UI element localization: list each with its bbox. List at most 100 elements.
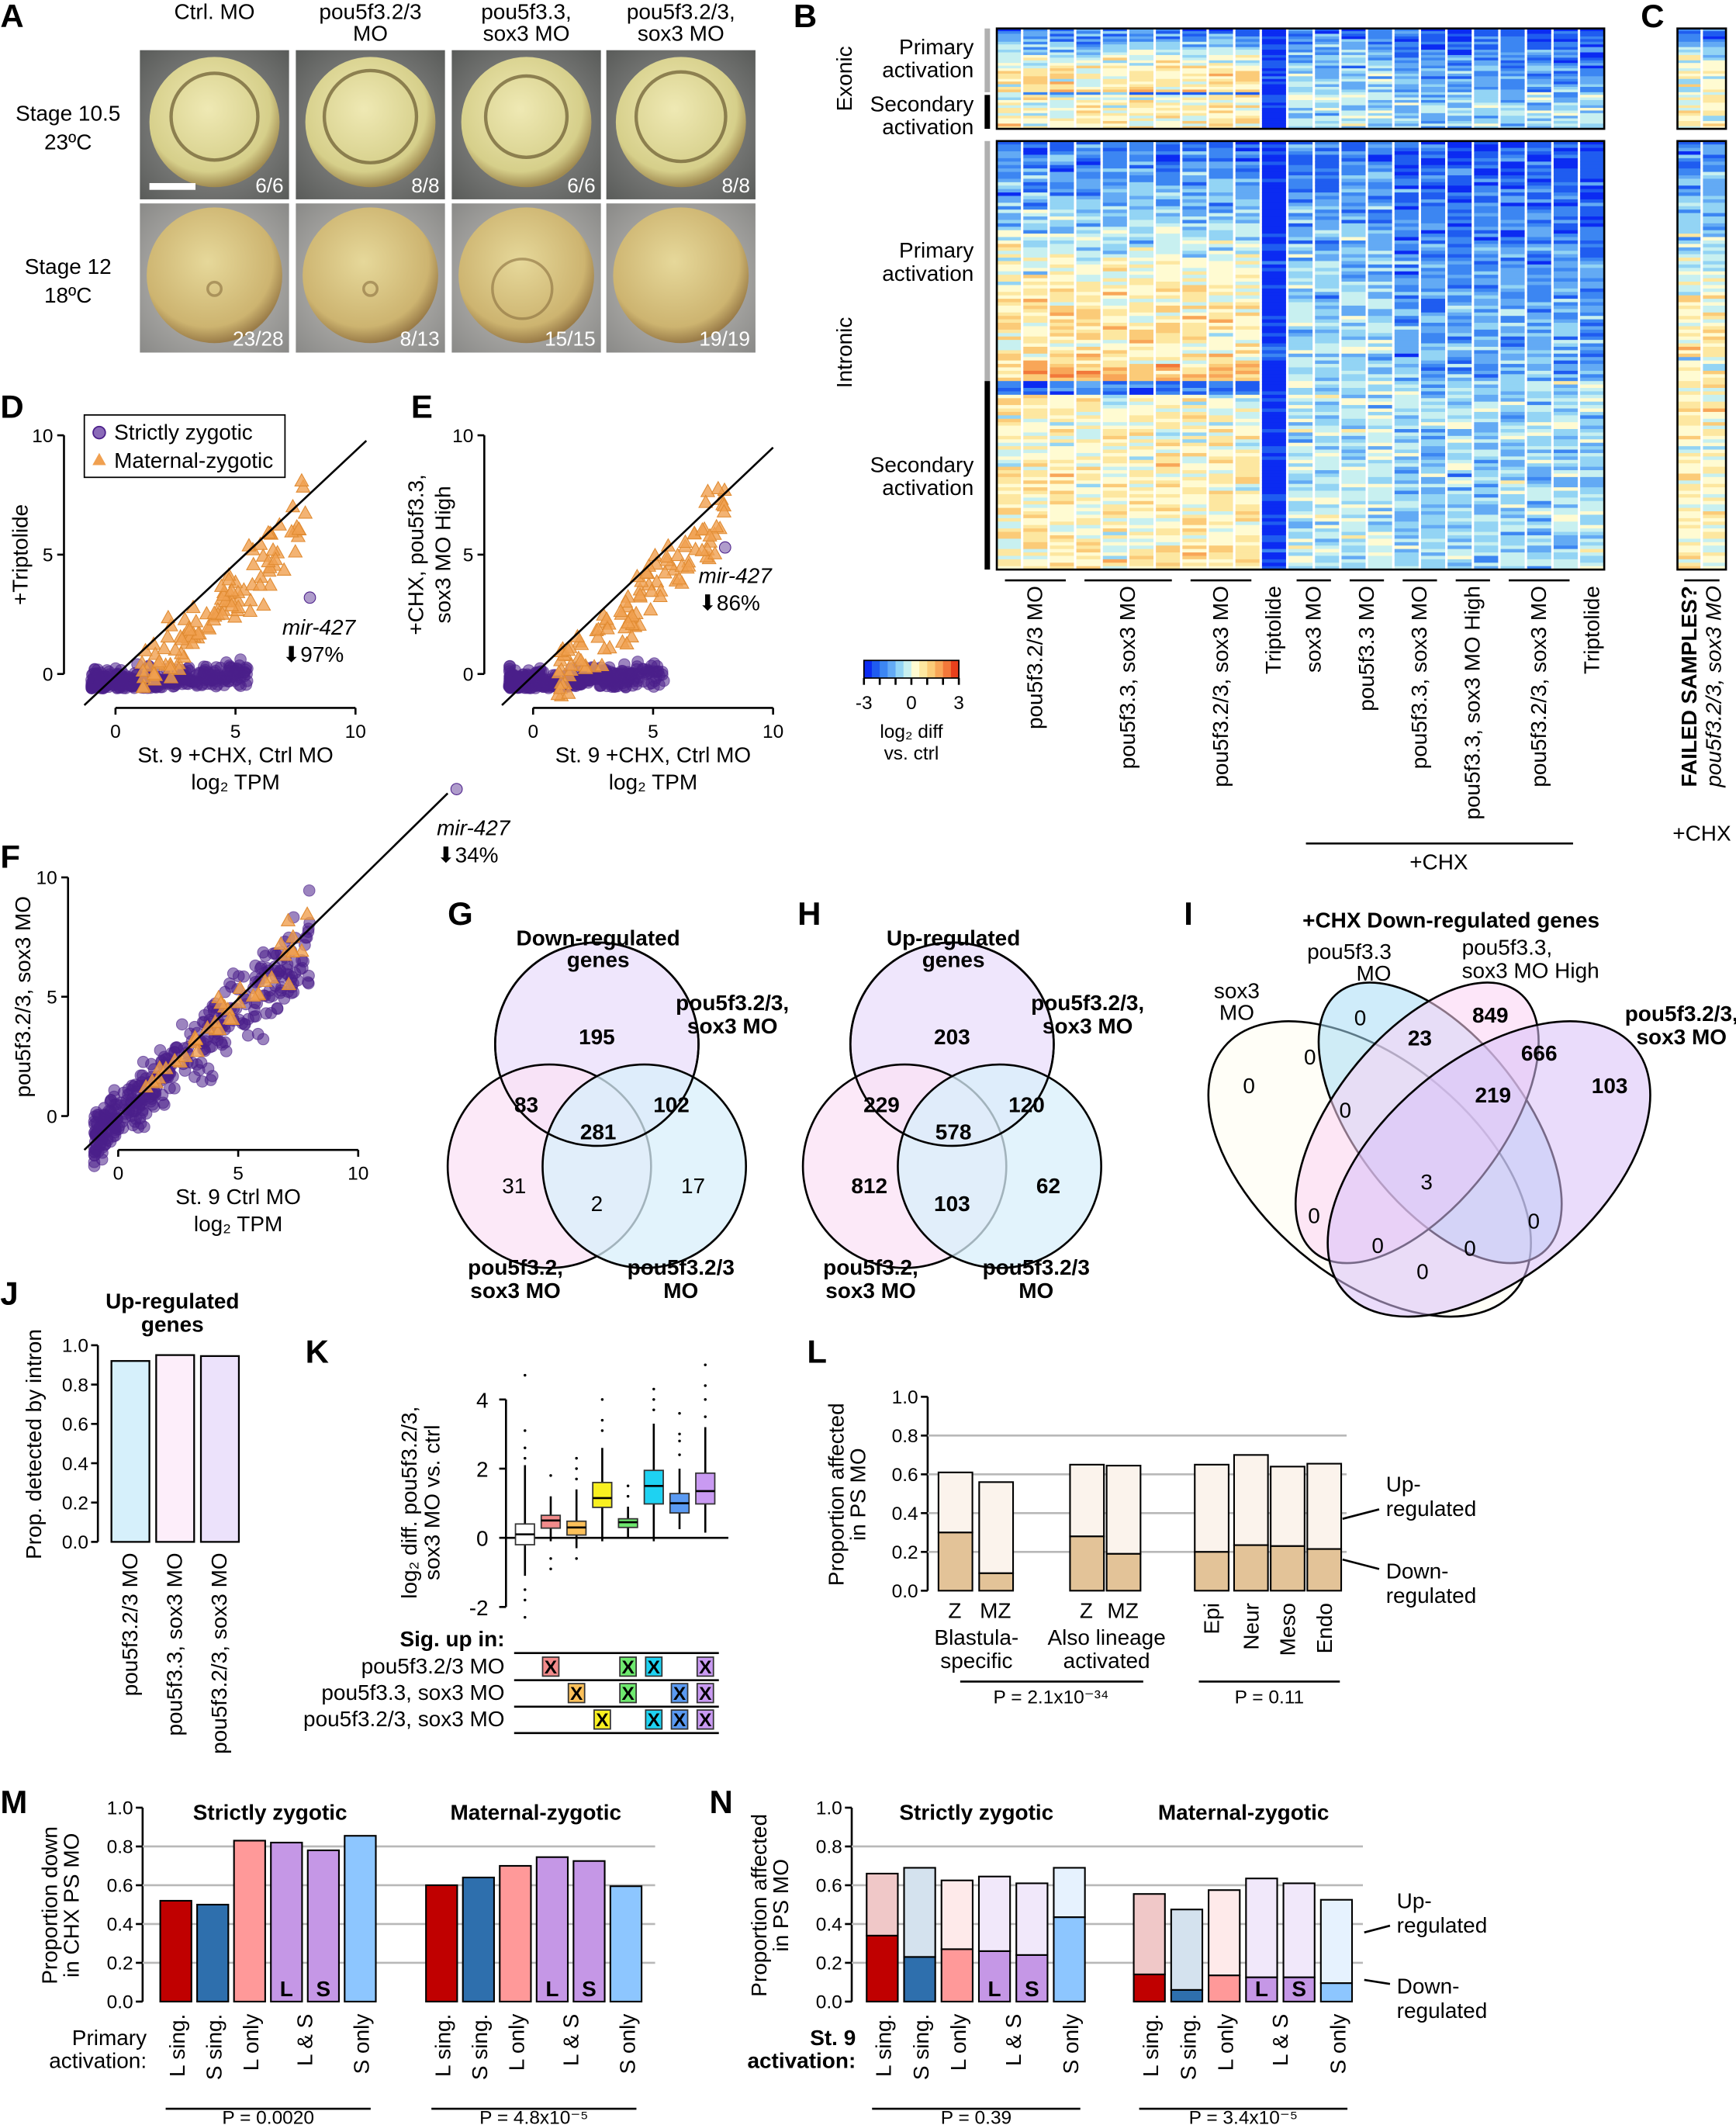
- heatmap-cell: [1447, 60, 1472, 64]
- heatmap-cell: [1050, 171, 1074, 176]
- blastopore-ring: [483, 74, 569, 159]
- heatmap-cell: [1553, 89, 1578, 93]
- heatmap-cell: [997, 285, 1022, 289]
- heatmap-cell: [1315, 432, 1340, 437]
- heatmap-cell: [1235, 504, 1260, 509]
- heatmap-cell: [1703, 401, 1727, 406]
- heatmap-cell: [1447, 411, 1472, 416]
- heatmap-cell: [1341, 57, 1366, 61]
- heatmap-cell: [1368, 381, 1392, 386]
- heatmap-cell: [1156, 364, 1181, 369]
- maternal-zygotic-point: [160, 628, 175, 643]
- heatmap-cell: [1182, 326, 1207, 331]
- heatmap-cell: [1209, 157, 1233, 162]
- heatmap-cell: [1580, 264, 1605, 268]
- heatmap-cell: [1703, 487, 1727, 492]
- heatmap-cell: [1447, 33, 1472, 37]
- heatmap-cell: [1553, 65, 1578, 69]
- heatmap-cell: [1288, 102, 1313, 106]
- heatmap-cell: [997, 504, 1022, 509]
- heatmap-cell: [1129, 154, 1154, 159]
- heatmap-cell: [1288, 116, 1313, 119]
- heatmap-cell: [1209, 388, 1233, 392]
- heatmap-cell: [1235, 68, 1260, 71]
- heatmap-cell: [1209, 185, 1233, 190]
- heatmap-cell: [1368, 147, 1392, 152]
- heatmap-cell: [1553, 463, 1578, 468]
- heatmap-cell: [1527, 264, 1551, 268]
- heatmap-cell: [1474, 422, 1499, 427]
- heatmap-cell: [1580, 323, 1605, 327]
- heatmap-cell: [1500, 456, 1525, 461]
- heatmap-cell: [1102, 110, 1127, 114]
- heatmap-cell: [1420, 374, 1446, 379]
- heatmap-cell: [1341, 405, 1366, 410]
- heatmap-cell: [1527, 521, 1551, 526]
- heatmap-cell: [1341, 87, 1366, 90]
- heatmap-cell: [1023, 78, 1048, 82]
- heatmap-cell: [1023, 323, 1048, 327]
- heatmap-cell: [1023, 275, 1048, 279]
- heatmap-cell: [1420, 415, 1446, 420]
- heatmap-cell: [1677, 71, 1701, 74]
- heatmap-cell: [1420, 360, 1446, 365]
- heatmap-cell: [997, 63, 1022, 67]
- heatmap-cell: [1447, 497, 1472, 502]
- heatmap-cell: [1341, 490, 1366, 495]
- heatmap-cell: [1182, 108, 1207, 111]
- heatmap-cell: [1703, 92, 1727, 95]
- heatmap-cell: [1420, 490, 1446, 495]
- heatmap-cell: [1500, 507, 1525, 512]
- heatmap-cell: [1420, 33, 1446, 37]
- column-header: sox3 MO: [483, 21, 570, 45]
- heatmap-cell: [1394, 199, 1419, 203]
- column-header: pou5f3.2/3,: [627, 0, 735, 23]
- heatmap-cell: [1474, 500, 1499, 505]
- heatmap-cell: [1447, 374, 1472, 379]
- heatmap-cell: [1023, 44, 1048, 48]
- heatmap-cell: [1677, 432, 1701, 437]
- heatmap-cell: [1315, 54, 1340, 58]
- heatmap-cell: [1394, 312, 1419, 317]
- heatmap-cell: [1129, 364, 1154, 369]
- heatmap-cell: [1677, 105, 1701, 109]
- heatmap-cell: [1368, 446, 1392, 451]
- heatmap-cell: [1394, 147, 1419, 152]
- heatmap-cell: [1023, 528, 1048, 533]
- heatmap-cell: [1527, 108, 1551, 111]
- heatmap-cell: [1050, 422, 1074, 427]
- heatmap-cell: [1447, 81, 1472, 85]
- heatmap-cell: [1261, 405, 1286, 410]
- heatmap-cell: [1703, 281, 1727, 286]
- heatmap-cell: [1447, 50, 1472, 54]
- heatmap-cell: [1394, 305, 1419, 310]
- heatmap-cell: [1076, 439, 1101, 444]
- heatmap-cell: [1209, 178, 1233, 183]
- maternal-zygotic-point: [161, 609, 176, 624]
- heatmap-cell: [1420, 144, 1446, 149]
- heatmap-cell: [1394, 54, 1419, 58]
- heatmap-cell: [1394, 545, 1419, 550]
- heatmap-cell: [1580, 408, 1605, 413]
- heatmap-cell: [1368, 517, 1392, 522]
- heatmap-cell: [1315, 110, 1340, 114]
- heatmap-cell: [1580, 92, 1605, 95]
- heatmap-cell: [1315, 261, 1340, 265]
- heatmap-cell: [1420, 168, 1446, 173]
- heatmap-cell: [1420, 65, 1446, 69]
- y-axis-label: +Triptolide: [8, 504, 32, 605]
- colorbar-swatch: [919, 660, 928, 678]
- heatmap-cell: [1527, 151, 1551, 155]
- heatmap-cell: [1580, 102, 1605, 106]
- heatmap-cell: [1394, 97, 1419, 101]
- heatmap-cell: [1023, 213, 1048, 217]
- heatmap-cell: [1182, 213, 1207, 217]
- heatmap-cell: [1703, 65, 1727, 69]
- heatmap-cell: [1023, 415, 1048, 420]
- heatmap-cell: [1500, 473, 1525, 478]
- heatmap-cell: [1553, 535, 1578, 539]
- heatmap-cell: [1420, 271, 1446, 275]
- heatmap-cell: [1447, 57, 1472, 61]
- heatmap-cell: [1102, 31, 1127, 35]
- heatmap-cell: [1553, 517, 1578, 522]
